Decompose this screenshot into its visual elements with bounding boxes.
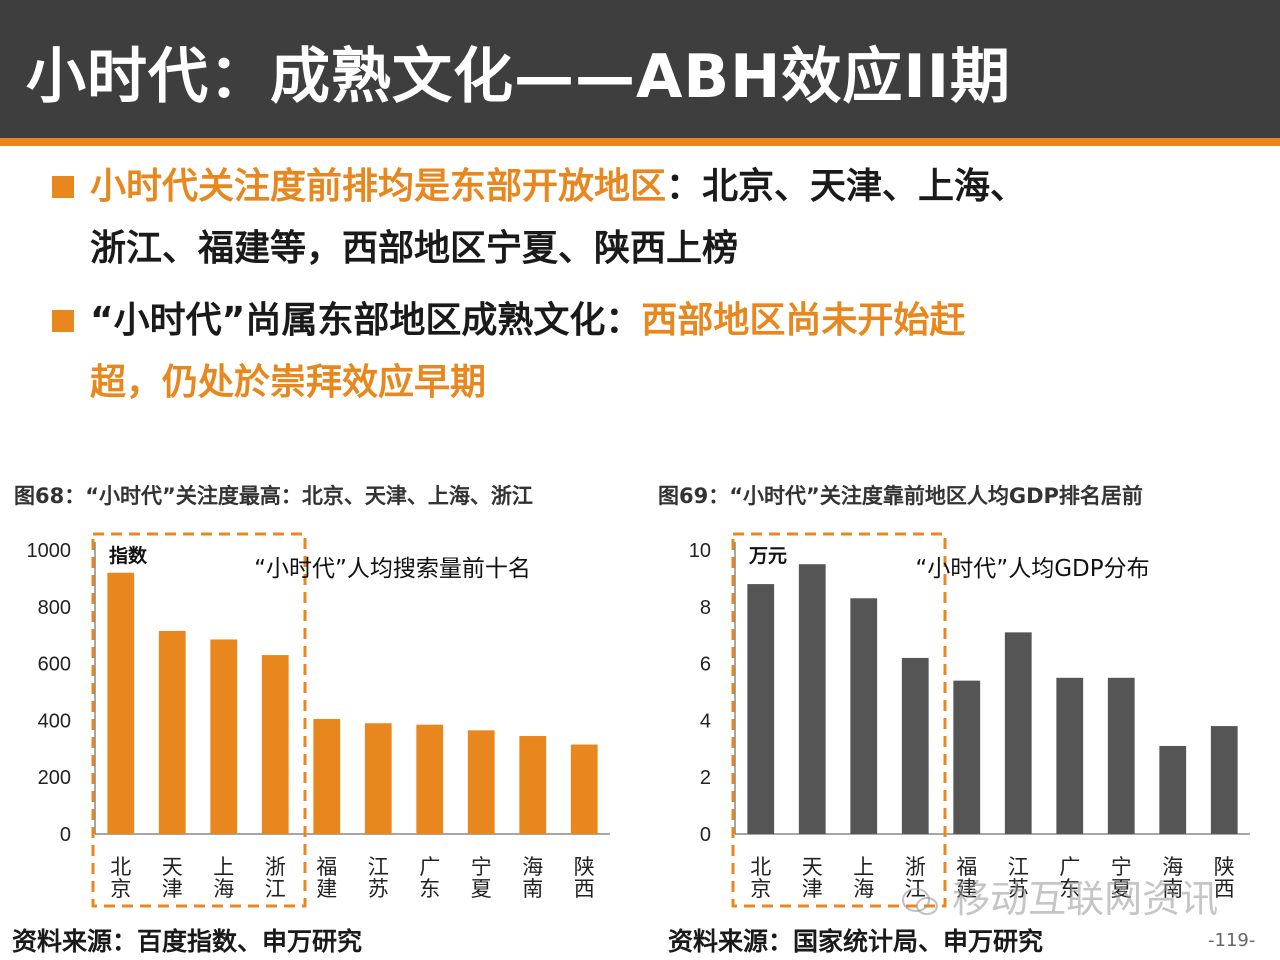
header-divider bbox=[0, 138, 1280, 146]
search-index-bar bbox=[313, 718, 341, 834]
figure-68-caption: 图68：“小时代”关注度最高：北京、天津、上海、浙江 bbox=[14, 484, 533, 508]
search-index-highlight-box bbox=[91, 532, 307, 908]
gdp-bar bbox=[1210, 726, 1238, 834]
gdp-highlight-box bbox=[731, 532, 947, 908]
gdp-ytick-label: 10 bbox=[689, 540, 711, 562]
search-index-bar bbox=[570, 744, 598, 834]
watermark-text: 移动互联网资讯 bbox=[952, 877, 1219, 921]
gdp-category-label: 上海 bbox=[853, 855, 874, 901]
search-index-category-label: 天津 bbox=[162, 855, 183, 901]
bullet-1-highlight: 小时代关注度前排均是东部开放地区 bbox=[90, 166, 667, 207]
gdp-category-label: 广东 bbox=[1059, 855, 1080, 901]
gdp-unit-label: 万元 bbox=[748, 545, 787, 567]
search-index-category-label: 北京 bbox=[110, 855, 131, 901]
bullet-1-text: ：北京、天津、上海、 bbox=[666, 166, 1027, 207]
search-index-chart-title: “小时代”人均搜索量前十名 bbox=[254, 556, 531, 582]
gdp-bar bbox=[1004, 632, 1032, 834]
search-index-category-label: 海南 bbox=[522, 855, 543, 901]
figure-69-caption: 图69：“小时代”关注度靠前地区人均GDP排名居前 bbox=[658, 484, 1143, 508]
bullet-1-text-cont: 浙江、福建等，西部地区宁夏、陕西上榜 bbox=[90, 228, 739, 269]
search-index-ytick-label: 1000 bbox=[27, 540, 72, 562]
gdp-ytick-label: 0 bbox=[700, 824, 711, 846]
search-index-ytick-label: 200 bbox=[38, 767, 71, 789]
gdp-category-label: 宁夏 bbox=[1111, 855, 1132, 901]
search-index-ytick-label: 400 bbox=[38, 710, 71, 732]
gdp-category-label: 海南 bbox=[1162, 855, 1183, 901]
search-index-bar bbox=[261, 655, 289, 834]
bullet-2-highlight: 西部地区尚未开始赶 bbox=[641, 300, 966, 341]
gdp-bar bbox=[1056, 677, 1084, 834]
gdp-bar bbox=[1159, 745, 1187, 834]
search-index-bar bbox=[158, 630, 186, 834]
gdp-bar bbox=[747, 584, 775, 834]
search-index-bar bbox=[519, 736, 547, 834]
gdp-per-capita-chart: 0 2 4 6 8 10 北京 天津 上海 浙江 福建 江苏 广东 宁夏 海南 陕西 万元 “小时代”人均GDP分… bbox=[640, 520, 1280, 910]
gdp-bar bbox=[798, 564, 826, 834]
search-index-category-label: 浙江 bbox=[265, 855, 286, 901]
search-index-unit-label: 指数 bbox=[109, 544, 148, 567]
gdp-chart-title: “小时代”人均GDP分布 bbox=[915, 556, 1149, 582]
search-index-category-label: 陕西 bbox=[574, 855, 595, 901]
search-index-chart: 0 200 400 600 800 1000 北京 天津 上海 浙江 福建 江苏 广东 宁夏 海南 陕西 指数 “… bbox=[0, 520, 640, 910]
search-index-bar bbox=[364, 723, 392, 834]
gdp-bar bbox=[901, 657, 929, 834]
bullet-2-text: “小时代”尚属东部地区成熟文化： bbox=[90, 300, 642, 341]
bullet-1: 小时代关注度前排均是东部开放地区：北京、天津、上海、 浙江、福建等，西部地区宁夏… bbox=[52, 156, 1232, 280]
left-source-note: 资料来源：百度指数、申万研究 bbox=[12, 927, 363, 956]
bullet-2: “小时代”尚属东部地区成熟文化：西部地区尚未开始赶 超，仍处於崇拜效应早期 bbox=[52, 290, 1232, 414]
search-index-bar bbox=[416, 724, 444, 834]
gdp-ytick-label: 8 bbox=[700, 597, 711, 619]
gdp-ytick-label: 4 bbox=[700, 710, 711, 732]
square-bullet-icon bbox=[52, 176, 74, 198]
search-index-bar bbox=[467, 730, 495, 834]
square-bullet-icon bbox=[52, 310, 74, 332]
search-index-category-label: 广东 bbox=[419, 855, 440, 901]
search-index-category-label: 宁夏 bbox=[471, 855, 492, 901]
bullet-2-highlight-cont: 超，仍处於崇拜效应早期 bbox=[90, 362, 487, 403]
gdp-category-label: 天津 bbox=[802, 855, 823, 901]
search-index-category-label: 江苏 bbox=[368, 855, 389, 901]
search-index-category-label: 上海 bbox=[213, 855, 234, 901]
gdp-category-label: 陕西 bbox=[1214, 855, 1235, 901]
gdp-bar bbox=[850, 598, 878, 834]
search-index-ytick-label: 800 bbox=[38, 597, 71, 619]
search-index-ytick-label: 0 bbox=[60, 824, 71, 846]
gdp-category-label: 北京 bbox=[750, 855, 771, 901]
watermark: 移动互联网资讯 bbox=[900, 868, 1218, 923]
gdp-category-label: 福建 bbox=[956, 855, 977, 901]
search-index-category-label: 福建 bbox=[316, 855, 337, 901]
right-source-note: 资料来源：国家统计局、申万研究 bbox=[668, 927, 1044, 956]
slide-title: 小时代：成熟文化——ABH效应II期 bbox=[26, 42, 1012, 112]
gdp-ytick-label: 2 bbox=[700, 767, 711, 789]
wechat-icon bbox=[902, 887, 938, 915]
slide-header: 小时代：成熟文化——ABH效应II期 bbox=[0, 0, 1280, 138]
gdp-bar bbox=[953, 680, 981, 834]
search-index-ytick-label: 600 bbox=[38, 654, 71, 676]
search-index-bar bbox=[107, 572, 135, 834]
gdp-category-label: 江苏 bbox=[1008, 855, 1029, 901]
page-number: -119- bbox=[1208, 930, 1256, 951]
gdp-ytick-label: 6 bbox=[700, 654, 711, 676]
gdp-bar bbox=[1107, 677, 1135, 834]
search-index-bar bbox=[210, 639, 238, 834]
